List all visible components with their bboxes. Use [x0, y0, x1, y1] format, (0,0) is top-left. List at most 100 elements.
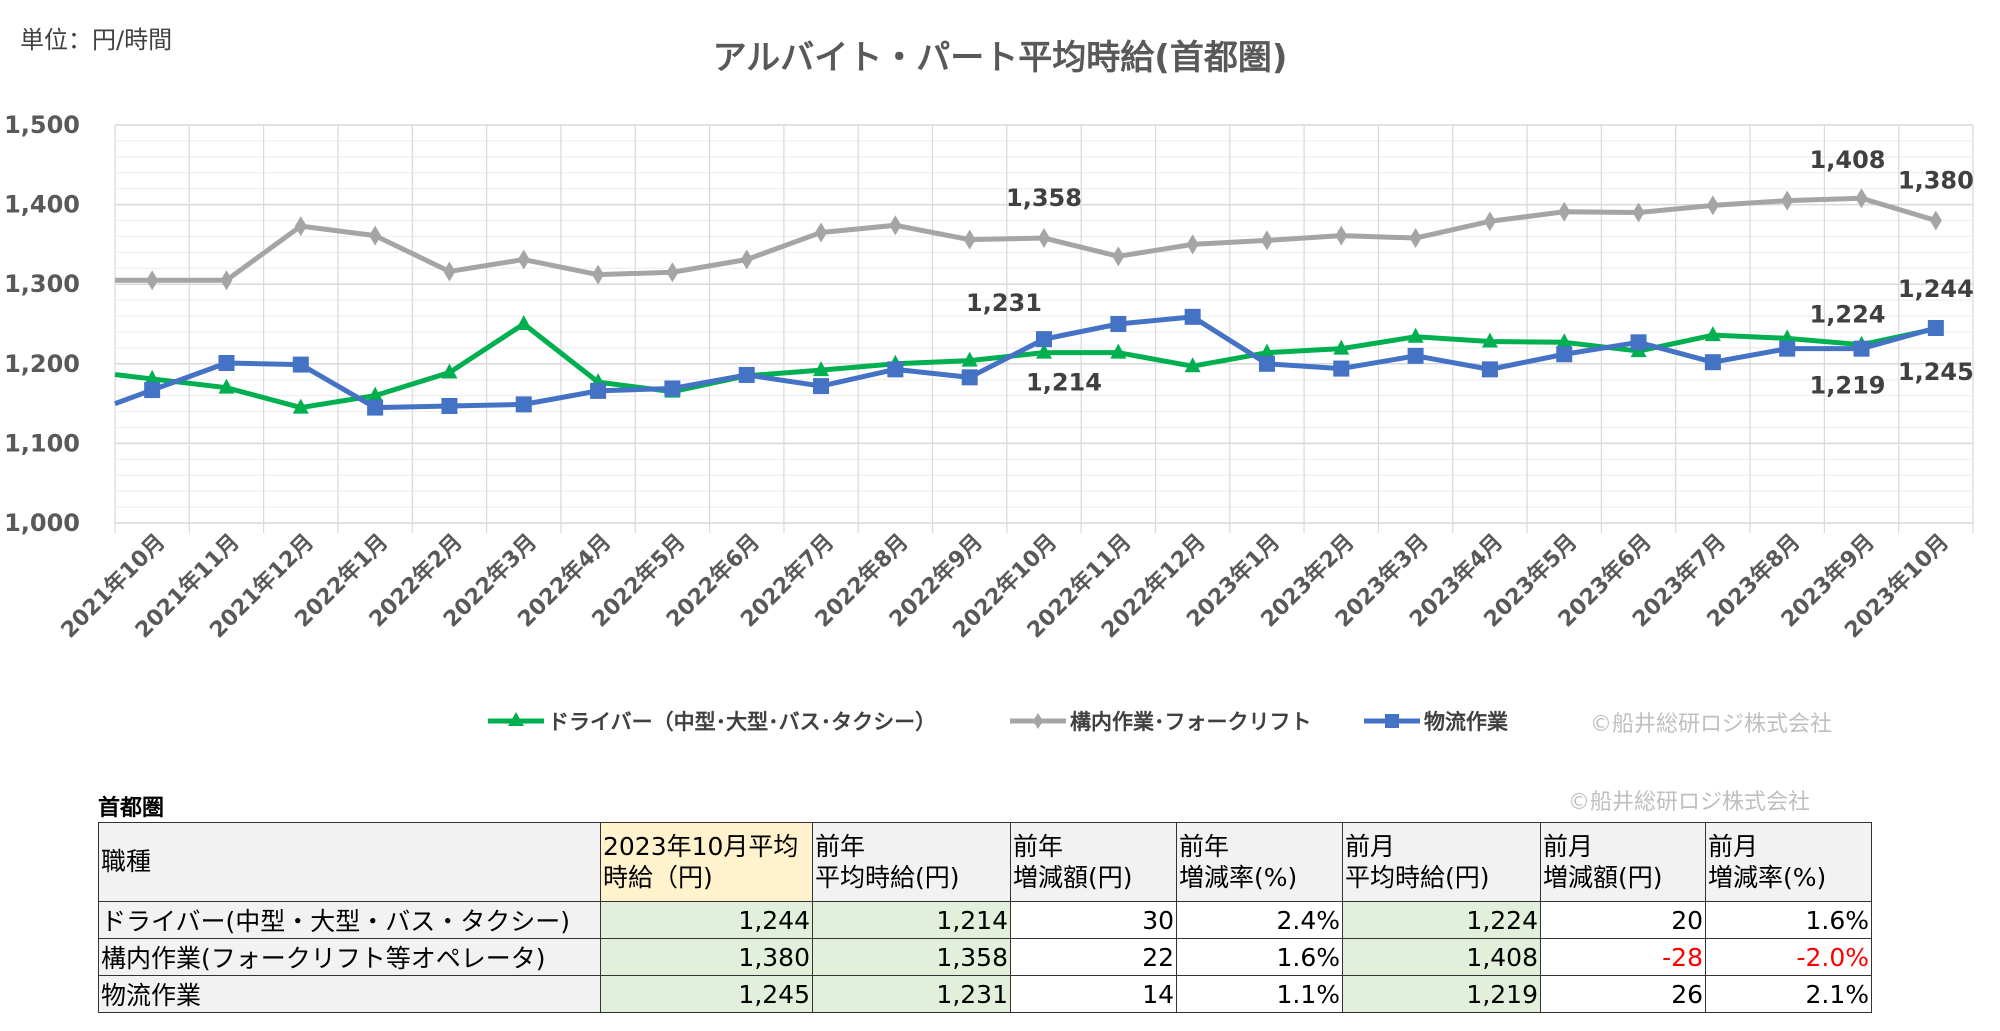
data-point-diamond — [1706, 195, 1719, 216]
data-point-diamond — [1409, 228, 1422, 249]
legend-label: 物流作業 — [1424, 710, 1508, 734]
data-point-square — [1556, 346, 1573, 363]
wage-table: 職種 2023年10月平均 時給（円) 前年 平均時給(円) 前年 増減額(円) 前年 … — [98, 822, 1872, 1013]
value-cell: 26 — [1540, 975, 1706, 1013]
value-cell: 30 — [1010, 901, 1177, 939]
data-point-triangle — [144, 369, 161, 385]
data-point-square — [1927, 319, 1944, 336]
value-cell: 1,244 — [600, 901, 813, 939]
chart-title: アルバイト・パート平均時給(首都圏) — [712, 38, 1288, 78]
data-label: 1,408 — [1810, 146, 1886, 174]
data-point-diamond — [443, 261, 456, 282]
value-cell: 1,245 — [600, 975, 813, 1013]
data-point-diamond — [517, 249, 530, 270]
data-point-triangle — [813, 361, 830, 377]
data-point-diamond — [889, 215, 902, 236]
column-header: 前年 平均時給(円) — [812, 822, 1011, 902]
y-tick-label: 1,000 — [4, 509, 80, 537]
column-header: 前年 増減率(%) — [1176, 822, 1343, 902]
y-tick-label: 1,100 — [4, 429, 80, 457]
data-point-diamond — [1558, 201, 1571, 222]
data-point-diamond — [1186, 234, 1199, 255]
column-header: 前月 増減額(円) — [1540, 822, 1706, 902]
line-chart: 1,0001,1001,2001,3001,4001,5002021年10月20… — [4, 111, 1974, 643]
data-label: 1,244 — [1898, 275, 1974, 303]
square-marker-icon — [1364, 714, 1420, 728]
legend-label: 構内作業･フォークリフト — [1070, 710, 1312, 734]
data-point-square — [1853, 340, 1870, 357]
series-line-1 — [115, 195, 1937, 283]
data-point-triangle — [1184, 357, 1201, 373]
data-point-square — [590, 382, 607, 399]
data-point-diamond — [740, 249, 753, 270]
value-cell: -2.0% — [1705, 938, 1872, 976]
data-label: 1,214 — [1026, 369, 1102, 397]
data-point-square — [1110, 316, 1127, 332]
data-point-triangle — [1481, 332, 1498, 348]
data-point-square — [367, 399, 384, 416]
data-point-triangle — [1333, 339, 1350, 355]
data-point-diamond — [1632, 202, 1645, 223]
data-point-triangle — [1258, 343, 1275, 359]
data-point-square — [292, 356, 309, 373]
y-tick-label: 1,400 — [4, 191, 80, 219]
data-point-triangle — [292, 398, 309, 414]
value-cell: 1.6% — [1705, 901, 1872, 939]
data-label: 1,231 — [966, 289, 1042, 317]
copyright-table: ©船井総研ロジ株式会社 — [1568, 790, 1811, 815]
value-cell: 22 — [1010, 938, 1177, 976]
data-label: 1,219 — [1810, 372, 1886, 400]
data-point-square — [515, 396, 532, 413]
legend-item-driver: ドライバー（中型･大型･バス･タクシー） — [488, 706, 936, 736]
value-cell: 14 — [1010, 975, 1177, 1013]
table-header-row: 職種 2023年10月平均 時給（円) 前年 平均時給(円) 前年 増減額(円) 前年 … — [98, 822, 1872, 902]
value-cell: 1,224 — [1342, 901, 1541, 939]
table-row: 物流作業 1,245 1,231 14 1.1% 1,219 26 2.1% — [98, 975, 1872, 1013]
value-cell: 20 — [1540, 901, 1706, 939]
value-cell: -28 — [1540, 938, 1706, 976]
data-point-diamond — [146, 270, 159, 291]
table-row: 構内作業(フォークリフト等オペレータ) 1,380 1,358 22 1.6% 1,408… — [98, 938, 1872, 976]
y-tick-label: 1,500 — [4, 111, 80, 139]
diamond-marker-icon — [1010, 713, 1066, 729]
data-point-diamond — [1038, 228, 1050, 249]
data-point-triangle — [1110, 343, 1127, 359]
value-cell: 1.6% — [1176, 938, 1343, 976]
data-label: 1,245 — [1898, 358, 1974, 386]
data-label: 1,380 — [1898, 167, 1974, 195]
data-point-square — [218, 355, 235, 372]
data-point-diamond — [1335, 225, 1348, 246]
column-header: 前月 平均時給(円) — [1342, 822, 1541, 902]
legend-label: ドライバー（中型･大型･バス･タクシー） — [548, 710, 937, 734]
data-point-square — [1630, 334, 1647, 351]
data-point-square — [738, 366, 755, 383]
value-cell: 1.1% — [1176, 975, 1343, 1013]
data-point-square — [1258, 355, 1275, 372]
data-point-square — [144, 382, 161, 399]
data-point-triangle — [515, 315, 532, 330]
triangle-marker-icon — [488, 712, 544, 726]
data-point-square — [961, 369, 978, 386]
data-point-triangle — [1779, 329, 1796, 345]
data-point-triangle — [367, 386, 384, 402]
y-tick-label: 1,300 — [4, 270, 80, 298]
value-cell: 1,219 — [1342, 975, 1541, 1013]
column-header: 前月 増減率(%) — [1705, 822, 1872, 902]
column-header: 職種 — [98, 822, 601, 902]
data-point-diamond — [815, 222, 828, 243]
value-cell: 2.1% — [1705, 975, 1872, 1013]
data-point-square — [1481, 361, 1498, 378]
value-cell: 1,380 — [600, 938, 813, 976]
table-row: ドライバー(中型・大型・バス・タクシー) 1,244 1,214 30 2.4% 1,22… — [98, 901, 1872, 939]
unit-label: 単位：円/時間 — [20, 26, 173, 54]
column-header: 2023年10月平均 時給（円) — [600, 822, 813, 902]
data-label: 1,358 — [1006, 184, 1082, 212]
data-point-square — [813, 378, 830, 395]
legend-item-forklift: 構内作業･フォークリフト — [1010, 706, 1312, 736]
table-region-title: 首都圏 — [98, 796, 165, 821]
data-point-diamond — [1855, 188, 1868, 209]
data-point-square — [664, 380, 681, 397]
data-point-triangle — [218, 378, 235, 394]
data-point-square — [1333, 360, 1350, 377]
data-point-diamond — [592, 264, 605, 285]
